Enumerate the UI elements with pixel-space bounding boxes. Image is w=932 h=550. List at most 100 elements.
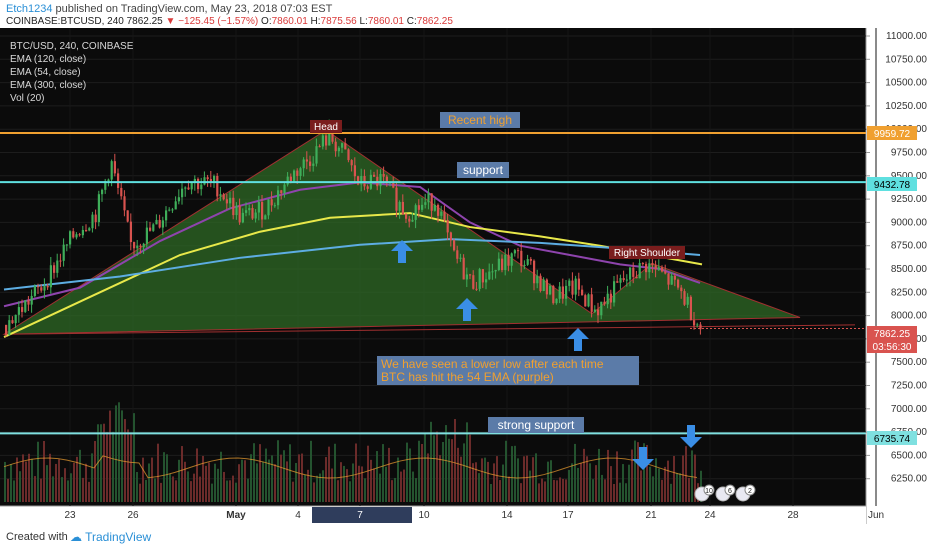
- cloud-icon: ☁: [70, 530, 82, 544]
- candle-body: [603, 301, 606, 305]
- legend-volume[interactable]: Vol (20): [10, 93, 44, 104]
- volume-bar: [349, 481, 351, 502]
- candle-body: [174, 201, 177, 210]
- volume-bar: [271, 455, 273, 502]
- volume-bar: [208, 462, 210, 502]
- legend-ema54[interactable]: EMA (54, close): [10, 67, 81, 78]
- volume-bar: [517, 458, 519, 502]
- publication-header: Etch1234 published on TradingView.com, M…: [0, 0, 932, 28]
- volume-bar: [52, 476, 54, 502]
- candle-body: [587, 294, 590, 307]
- volume-bar: [31, 458, 33, 502]
- candle-body: [357, 176, 360, 185]
- volume-bar: [190, 481, 192, 502]
- volume-bar: [448, 438, 450, 502]
- volume-bar: [550, 460, 552, 502]
- volume-bar: [562, 478, 564, 502]
- ema-120-line: [3, 181, 701, 308]
- candle-body: [529, 259, 532, 261]
- volume-bar: [511, 446, 513, 502]
- volume-bar: [436, 431, 438, 502]
- volume-bar: [211, 483, 213, 502]
- candle-body: [581, 289, 584, 296]
- volume-bar: [442, 442, 444, 502]
- candle-body: [526, 259, 529, 265]
- candle-body: [181, 188, 184, 198]
- legend-ema120[interactable]: EMA (120, close): [10, 54, 86, 65]
- volume-bar: [367, 445, 369, 502]
- volume-bar: [244, 460, 246, 502]
- volume-bar: [148, 463, 150, 502]
- candle-body: [328, 127, 331, 146]
- label-recent-high: Recent high: [440, 112, 520, 128]
- candle-body: [350, 160, 353, 166]
- volume-bar: [445, 425, 447, 502]
- volume-bar: [523, 456, 525, 502]
- volume-bar: [382, 444, 384, 502]
- candle-body: [161, 220, 164, 228]
- candle-body: [689, 296, 692, 321]
- volume-bar: [85, 463, 87, 502]
- candle-body: [264, 215, 267, 220]
- volume-bar: [538, 483, 540, 502]
- price-tick-label: 10250.00: [885, 101, 927, 112]
- candle-body: [622, 278, 625, 281]
- candle-body: [677, 279, 680, 288]
- candle-body: [129, 221, 132, 243]
- horizontal-levels[interactable]: [0, 131, 866, 435]
- candle-body: [312, 163, 315, 166]
- volume-bar: [454, 419, 456, 502]
- candle-body: [257, 202, 260, 213]
- volume-bar: [226, 480, 228, 502]
- candle-body: [632, 267, 635, 277]
- volume-bar: [451, 439, 453, 502]
- volume-bar: [535, 453, 537, 502]
- volume-bar: [172, 476, 174, 502]
- candle-body: [670, 275, 673, 285]
- time-axis[interactable]: 2326May47101417212428Jun7: [64, 507, 884, 523]
- candle-body: [232, 197, 235, 216]
- candle-body: [449, 232, 452, 241]
- time-tick-label: May: [226, 510, 246, 521]
- price-chart[interactable]: 6250.006500.006750.007000.007250.007500.…: [0, 28, 932, 524]
- volume-bar: [109, 410, 111, 502]
- volume-bar: [13, 480, 15, 502]
- candle-body: [654, 265, 657, 270]
- volume-bar: [556, 480, 558, 502]
- volume-bar: [253, 443, 255, 502]
- candle-body: [478, 269, 481, 289]
- down-arrow-icon: [680, 425, 702, 448]
- candle-body: [555, 298, 558, 304]
- volume-bar: [202, 455, 204, 502]
- volume-bar: [142, 457, 144, 502]
- candle-body: [296, 170, 299, 176]
- volume-bar: [16, 457, 18, 502]
- volume-bar: [283, 450, 285, 502]
- volume-bar: [409, 448, 411, 502]
- event-badges[interactable]: 10 6 2: [694, 484, 756, 502]
- candle-body: [21, 307, 24, 312]
- support-tag: [867, 177, 917, 191]
- author-link[interactable]: Etch1234: [6, 3, 53, 15]
- candle-body: [293, 170, 296, 182]
- candle-body: [488, 271, 491, 280]
- volume-bar: [268, 459, 270, 502]
- legend-ema300[interactable]: EMA (300, close): [10, 80, 86, 91]
- volume-bar: [160, 482, 162, 502]
- candle-body: [693, 320, 696, 326]
- volume-bar: [49, 453, 51, 502]
- candle-body: [126, 210, 129, 222]
- volume-bar: [694, 454, 696, 502]
- candle-body: [405, 214, 408, 219]
- close-label: C:: [406, 16, 417, 27]
- price-tick-label: 9000.00: [891, 217, 928, 228]
- tradingview-logo[interactable]: ☁ TradingView: [70, 530, 151, 544]
- volume-bar: [700, 470, 702, 502]
- chart-area[interactable]: 6250.006500.006750.007000.007250.007500.…: [0, 28, 932, 524]
- candle-body: [305, 159, 308, 162]
- candle-body: [197, 178, 200, 190]
- volume-bar: [238, 464, 240, 502]
- candle-body: [152, 224, 155, 231]
- volume-bar: [223, 471, 225, 502]
- price-tick-label: 11000.00: [886, 31, 927, 42]
